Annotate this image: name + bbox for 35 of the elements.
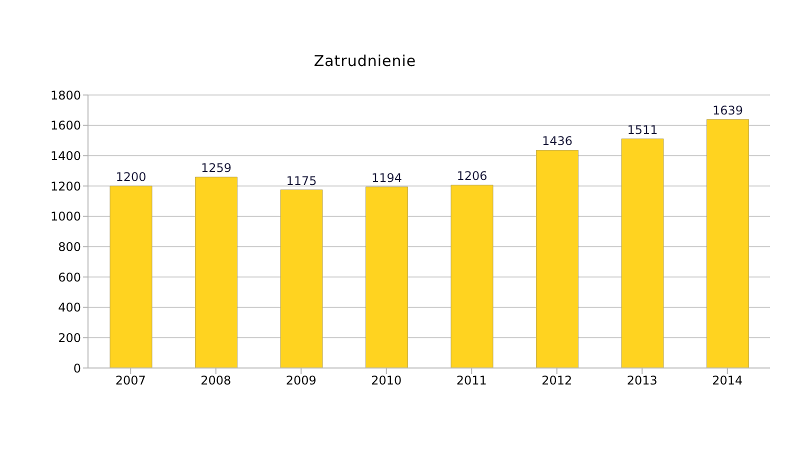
- data-label: 1175: [286, 174, 317, 188]
- data-label: 1259: [200, 161, 232, 176]
- data-label: 1511: [627, 122, 658, 137]
- data-label: 1206: [456, 169, 488, 184]
- y-tick-label: 1600: [50, 118, 81, 133]
- y-tick-label: 1200: [50, 179, 81, 194]
- x-tick-label: 2010: [371, 374, 402, 388]
- bar: [366, 186, 408, 368]
- y-tick-label: 1800: [50, 88, 81, 102]
- x-tick-label: 2012: [542, 374, 572, 388]
- data-label: 1436: [542, 134, 573, 148]
- x-tick-label: 2007: [115, 374, 146, 388]
- bar: [706, 119, 749, 368]
- bar: [536, 150, 578, 368]
- y-tick-label: 1000: [50, 210, 81, 224]
- bar: [621, 138, 664, 368]
- bar: [195, 176, 238, 368]
- y-tick-label: 0: [73, 361, 81, 376]
- x-tick-label: 2008: [200, 374, 232, 388]
- bar: [280, 190, 323, 368]
- y-tick-label: 400: [58, 300, 81, 315]
- data-label: 1200: [116, 170, 146, 184]
- y-tick-label: 200: [58, 330, 81, 345]
- y-tick-label: 600: [58, 270, 81, 284]
- x-tick-label: 2009: [286, 374, 316, 388]
- y-tick-label: 800: [58, 240, 81, 254]
- x-tick-label: 2011: [456, 374, 487, 388]
- y-tick-label: 1400: [50, 148, 81, 163]
- bar: [450, 184, 494, 368]
- x-tick-label: 2014: [712, 374, 743, 388]
- data-label: 1194: [371, 170, 402, 185]
- x-tick-label: 2013: [626, 374, 658, 388]
- chart-title: Zatrudnienie: [312, 52, 418, 70]
- data-label: 1639: [712, 103, 744, 118]
- bar: [110, 186, 152, 368]
